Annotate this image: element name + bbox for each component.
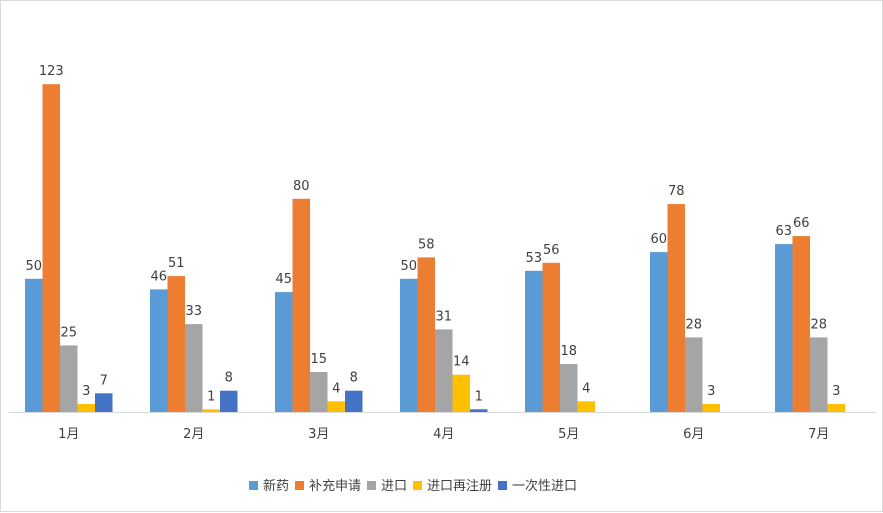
category-label: 2月	[183, 427, 204, 442]
data-label: 51	[168, 256, 185, 271]
data-label: 123	[39, 64, 64, 79]
bar-1-2	[150, 289, 168, 412]
bar-3-2	[185, 324, 203, 412]
bar-2-7	[792, 236, 810, 412]
data-label: 7	[100, 373, 108, 388]
bar-2-1	[42, 84, 60, 412]
data-label: 3	[82, 384, 90, 399]
category-label: 5月	[558, 427, 579, 442]
bar-1-4	[400, 278, 418, 413]
data-label: 4	[582, 381, 590, 396]
bar-4-7	[827, 404, 845, 412]
data-label: 56	[543, 243, 560, 258]
bar-5-4	[470, 409, 488, 412]
data-label: 78	[668, 184, 685, 199]
data-label: 50	[401, 259, 418, 274]
bar-3-7	[810, 337, 828, 412]
legend-label: 新药	[263, 478, 289, 494]
category-label: 3月	[308, 427, 329, 442]
data-label: 25	[61, 325, 78, 340]
data-label: 66	[793, 216, 810, 231]
bar-3-3	[310, 372, 328, 412]
bar-1-5	[525, 270, 543, 412]
bar-1-6	[650, 252, 668, 412]
bar-4-2	[202, 409, 220, 412]
data-label: 31	[436, 309, 453, 324]
legend-label: 一次性进口	[512, 478, 577, 494]
data-label: 46	[151, 269, 168, 284]
data-label: 50	[26, 259, 43, 274]
legend-label: 进口再注册	[427, 479, 492, 494]
bar-4-1	[77, 404, 95, 412]
data-label: 18	[561, 344, 578, 359]
bars-layer	[25, 84, 845, 413]
bar-2-4	[417, 257, 435, 412]
data-label: 53	[526, 251, 543, 266]
category-labels-layer: 1月 2月 3月 4月 5月 6月 7月	[58, 427, 829, 442]
data-label: 1	[207, 389, 215, 404]
bar-2-6	[667, 204, 685, 412]
bar-1-1	[25, 278, 43, 413]
data-label: 3	[832, 384, 840, 399]
data-label: 1	[475, 389, 483, 404]
legend: 新药 补充申请 进口 进口再注册 一次性进口	[249, 478, 577, 494]
bar-4-3	[327, 401, 345, 412]
bar-5-3	[345, 390, 363, 412]
data-label: 14	[453, 355, 470, 370]
data-label: 80	[293, 179, 310, 194]
bar-2-5	[542, 262, 560, 412]
legend-swatch	[249, 481, 258, 490]
category-label: 6月	[683, 427, 704, 442]
data-label: 15	[311, 352, 328, 367]
bar-4-6	[702, 404, 720, 412]
legend-swatch	[367, 481, 376, 490]
bar-2-3	[292, 198, 310, 412]
data-label: 28	[811, 317, 828, 332]
data-label: 8	[225, 371, 233, 386]
data-label: 28	[686, 317, 703, 332]
data-labels-layer: 5012325374651331845801548505831141535618…	[26, 64, 841, 404]
data-label: 8	[350, 371, 358, 386]
bar-3-6	[685, 337, 703, 412]
data-label: 45	[276, 272, 293, 287]
category-label: 1月	[58, 427, 79, 442]
category-label: 4月	[433, 427, 454, 442]
bar-5-1	[95, 393, 113, 412]
bar-2-2	[167, 276, 185, 412]
bar-3-4	[435, 329, 453, 412]
category-label: 7月	[808, 427, 829, 442]
legend-label: 补充申请	[309, 478, 361, 494]
bar-1-7	[775, 244, 793, 412]
legend-swatch	[498, 481, 507, 490]
legend-swatch	[413, 481, 422, 490]
bar-1-3	[275, 292, 293, 412]
bar-5-2	[220, 390, 238, 412]
legend-label: 进口	[381, 479, 407, 494]
bar-3-5	[560, 364, 578, 412]
bar-4-4	[452, 374, 470, 412]
data-label: 4	[332, 381, 340, 396]
data-label: 3	[707, 384, 715, 399]
bar-3-1	[60, 345, 78, 412]
data-label: 60	[651, 232, 668, 247]
legend-swatch	[295, 481, 304, 490]
bar-4-5	[577, 401, 595, 412]
data-label: 63	[776, 224, 793, 239]
data-label: 33	[186, 304, 203, 319]
data-label: 58	[418, 237, 435, 252]
